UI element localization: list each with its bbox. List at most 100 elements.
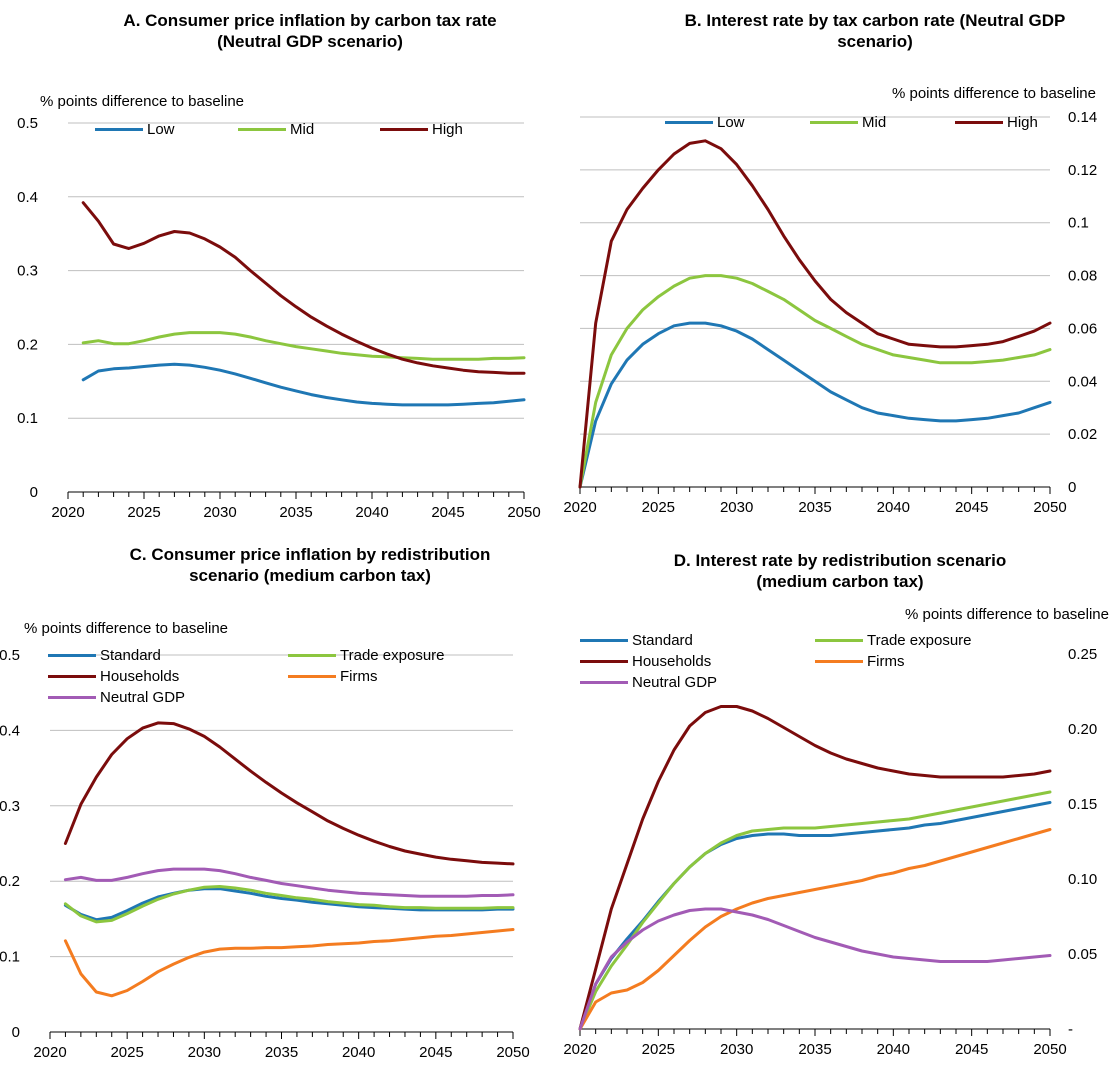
legend-item: High [380,121,463,138]
legend-label: Trade exposure [340,647,445,664]
legend-swatch [48,675,96,678]
series-line-low [81,362,526,407]
chart-plot-area: 2020 2025 2030 2035 2040 2045 2050 0 0.1 0.2 0.3 0.… [0,647,530,1061]
legend-swatch [48,654,96,657]
legend-label: Trade exposure [867,632,972,649]
x-tick-label: 2025 [642,499,675,516]
x-tick-label: 2050 [496,1044,529,1061]
legend-label: High [1007,114,1038,131]
series-line-high [578,139,1052,489]
x-tick-label: 2020 [51,504,84,521]
series-line-households [63,721,515,866]
chart-title: D. Interest rate by redistribution scena… [673,551,1007,591]
legend-swatch [815,660,863,663]
legend-label: Low [147,121,175,138]
series-line-neutral-gdp [578,907,1052,1031]
series-line-standard [63,887,515,922]
legend-swatch [95,128,143,131]
legend-swatch [580,660,628,663]
y-tick-label: 0.5 [0,647,20,664]
chart-panel-c: C. Consumer price inflation by redistrib… [0,540,560,1066]
legend-swatch [810,121,858,124]
legend-item: Mid [238,121,314,138]
legend-item: Low [665,114,745,131]
chart-title: C. Consumer price inflation by redistrib… [129,545,491,585]
y-axis-label: % points difference to baseline [24,620,229,637]
y-tick-label: 0.1 [1068,215,1089,232]
x-tick-label: 2030 [720,1041,753,1058]
chart-plot-area: 2020 2025 2030 2035 2040 2045 2050- 0.05 0.10 0.1… [563,646,1097,1058]
series-line-trade-exposure [63,885,515,924]
series-line-households [578,705,1052,1031]
y-tick-label: 0.2 [17,336,38,353]
x-tick-label: 2040 [877,499,910,516]
x-tick-label: 2045 [955,1041,988,1058]
y-tick-label: 0.1 [17,410,38,427]
series-line-neutral-gdp [63,867,515,898]
y-tick-label: 0.25 [1068,646,1097,663]
legend-swatch [955,121,1003,124]
chart-panel-a: A. Consumer price inflation by carbon ta… [0,0,560,525]
y-tick-label: 0.05 [1068,946,1097,963]
legend-label: Households [632,653,712,670]
series-line-mid [81,331,526,361]
legend-label: Standard [100,647,161,664]
x-tick-label: 2040 [342,1044,375,1061]
series-line-standard [578,801,1052,1031]
x-tick-label: 2025 [110,1044,143,1061]
y-tick-label: 0 [30,484,38,501]
legend-label: Firms [867,653,905,670]
x-tick-label: 2030 [188,1044,221,1061]
y-tick-label: 0.06 [1068,320,1097,337]
legend-item: Low [95,121,175,138]
y-tick-label: 0.20 [1068,721,1097,738]
legend-label: Households [100,668,180,685]
series-line-high [81,201,526,375]
y-tick-label: 0.3 [17,263,38,280]
y-tick-label: 0.1 [0,949,20,966]
legend-label: Standard [632,632,693,649]
y-tick-label: 0.4 [0,722,20,739]
x-tick-label: 2050 [507,504,540,521]
x-tick-label: 2030 [203,504,236,521]
y-tick-label: 0.3 [0,798,20,815]
series-line-trade-exposure [578,790,1052,1031]
legend-item: Firms [815,653,905,670]
x-tick-label: 2045 [431,504,464,521]
y-tick-label: 0 [1068,479,1076,496]
legend-swatch [580,681,628,684]
x-tick-label: 2050 [1033,1041,1066,1058]
legend-item: Neutral GDP [580,674,717,691]
series-line-low [578,321,1052,489]
x-tick-label: 2030 [720,499,753,516]
legend-item: Neutral GDP [48,689,185,706]
legend-swatch [580,639,628,642]
legend-item: Households [48,668,179,685]
y-tick-label: 0.10 [1068,871,1097,888]
legend-label: Neutral GDP [632,674,718,691]
legend-swatch [238,128,286,131]
y-tick-label: 0.5 [17,115,38,132]
x-tick-label: 2035 [798,1041,831,1058]
legend-item: Standard [48,647,161,664]
y-tick-label: 0.15 [1068,796,1097,813]
chart-panel-d: D. Interest rate by redistribution scena… [560,540,1119,1066]
x-tick-label: 2045 [419,1044,452,1061]
x-tick-label: 2045 [955,499,988,516]
legend-label: Mid [862,114,887,131]
y-axis-label: % points difference to baseline [891,85,1096,102]
legend-item: Firms [288,668,378,685]
y-tick-label: 0.08 [1068,268,1097,285]
x-tick-label: 2025 [127,504,160,521]
x-tick-label: 2035 [279,504,312,521]
legend-label: Low [717,114,745,131]
y-tick-label: 0.2 [0,873,20,890]
chart-plot-area: 2020 2025 2030 2035 2040 2045 2050 0 0.1 0.2 0.3 0.… [17,115,541,521]
series-line-mid [578,274,1052,489]
legend-item: Households [580,653,711,670]
chart-panel-b: B. Interest rate by tax carbon rate (Neu… [560,0,1119,525]
x-tick-label: 2040 [877,1041,910,1058]
legend-swatch [815,639,863,642]
x-tick-label: 2020 [563,499,596,516]
series-line-firms [63,928,515,998]
